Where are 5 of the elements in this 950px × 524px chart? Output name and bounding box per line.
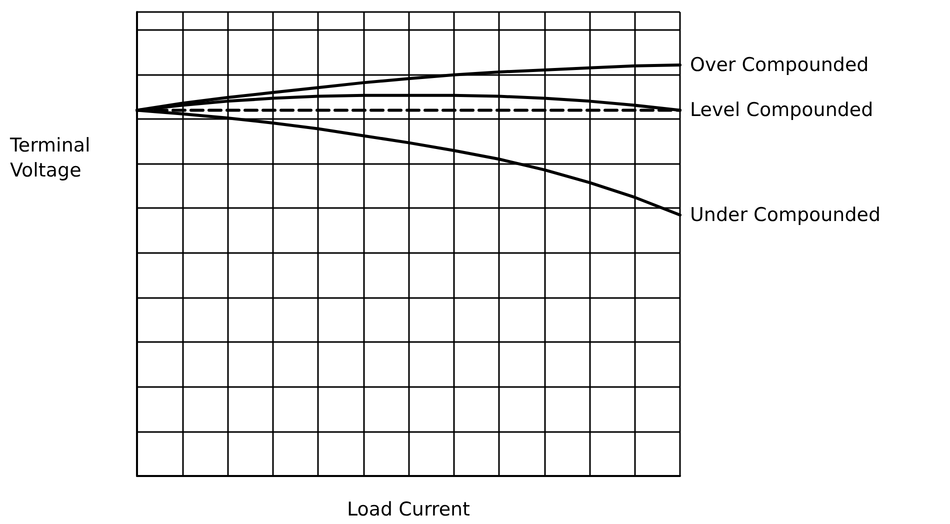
x-axis-title: Load Current [347,498,470,520]
series-label: Level Compounded [690,99,874,122]
series-label: Under Compounded [690,204,881,226]
y-axis-title: Terminal Voltage [9,134,90,182]
series-label: Over Compounded [690,54,869,76]
